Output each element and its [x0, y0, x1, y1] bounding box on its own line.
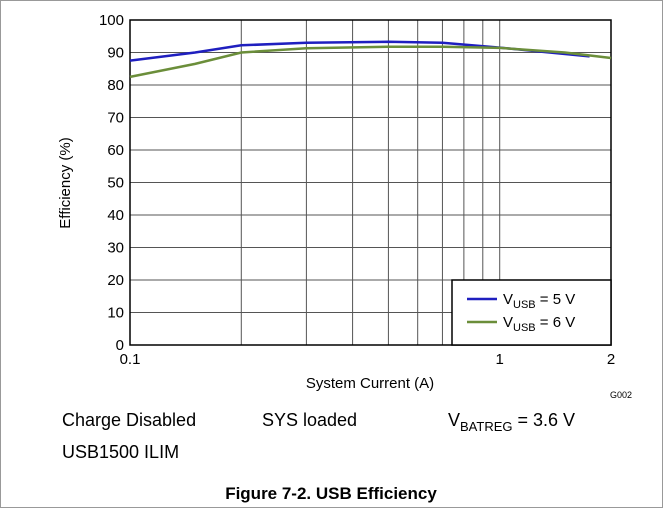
y-axis-label: Efficiency (%): [57, 137, 74, 228]
y-tick-label: 70: [107, 110, 124, 127]
y-tick-label: 30: [107, 240, 124, 257]
note: Charge Disabled: [62, 410, 196, 430]
legend-label: VUSB = 6 V: [503, 314, 575, 334]
note-part: = 3.6 V: [513, 410, 576, 430]
x-tick-label: 2: [607, 351, 615, 368]
legend-box: [451, 279, 612, 346]
legend-label-part: = 5 V: [536, 291, 576, 308]
y-tick-label: 20: [107, 272, 124, 289]
y-tick-label: 10: [107, 305, 124, 322]
note: SYS loaded: [262, 410, 357, 430]
y-tick-label: 80: [107, 77, 124, 94]
y-tick-label: 90: [107, 45, 124, 62]
note-part: V: [448, 410, 460, 430]
legend-label: VUSB = 5 V: [503, 291, 575, 311]
line: [129, 40, 590, 62]
line: [129, 45, 612, 79]
y-tick-label: 100: [99, 12, 124, 29]
x-tick-label: 0.1: [120, 351, 141, 368]
legend-label-part: USB: [513, 299, 536, 311]
y-tick-label: 60: [107, 142, 124, 159]
note: VBATREG = 3.6 V: [448, 410, 575, 434]
note: USB1500 ILIM: [62, 442, 179, 462]
caption: Figure 7-2. USB Efficiency: [225, 484, 437, 503]
legend-label-part: V: [503, 314, 513, 331]
note-part: BATREG: [460, 419, 513, 434]
y-tick-label: 0: [116, 337, 124, 354]
x-tick-label: 1: [496, 351, 504, 368]
y-tick-label: 50: [107, 175, 124, 192]
x-axis-label: System Current (A): [306, 375, 434, 392]
legend-label-part: V: [503, 291, 513, 308]
code: G002: [610, 390, 632, 400]
plot-frame: [129, 19, 612, 346]
legend-label-part: = 6 V: [536, 314, 576, 331]
legend-label-part: USB: [513, 322, 536, 334]
y-tick-label: 40: [107, 207, 124, 224]
